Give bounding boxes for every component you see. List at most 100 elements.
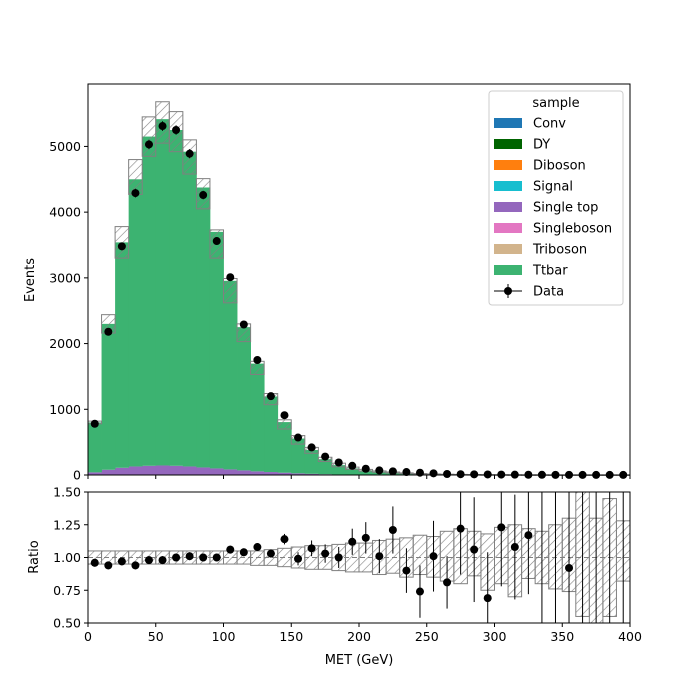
data-point-7 <box>185 149 194 158</box>
ratio-point-7 <box>185 552 194 561</box>
ratio-point-4 <box>144 556 153 565</box>
ratio-point-30 <box>497 523 506 532</box>
main-y-axis-label: Events <box>23 258 38 302</box>
data-point-2 <box>117 242 126 251</box>
ratio-point-0 <box>90 558 99 567</box>
x-tick-label: 300 <box>483 629 507 644</box>
ratio-y-ticks: 0.50 0.75 1.00 1.25 1.50 <box>53 485 88 631</box>
legend-swatch-conv <box>494 118 522 128</box>
bar-single-top-6 <box>169 465 184 475</box>
legend-swatch-single-top <box>494 202 522 212</box>
data-point-17 <box>321 452 330 461</box>
legend-swatch-ttbar <box>494 265 522 275</box>
ratio-point-13 <box>266 549 275 558</box>
y-tick-label: 2000 <box>49 336 81 351</box>
ratio-point-14 <box>280 535 289 544</box>
bar-single-top-14 <box>277 472 292 475</box>
legend-label-triboson: Triboson <box>532 243 587 258</box>
ratio-point-1 <box>104 561 113 570</box>
legend-marker-data-dot <box>504 287 512 295</box>
legend-label-ttbar: Ttbar <box>532 264 568 279</box>
main-x-ticks <box>87 475 631 479</box>
bar-single-top-5 <box>155 465 170 475</box>
legend-label-data: Data <box>533 285 564 300</box>
data-point-16 <box>307 443 316 452</box>
bar-ttbar-7 <box>182 151 197 467</box>
x-tick-label: 150 <box>279 629 303 644</box>
data-point-19 <box>348 461 357 470</box>
data-point-15 <box>294 433 303 442</box>
stacked-bars <box>88 119 577 475</box>
legend-swatch-dy <box>494 139 522 149</box>
bar-ttbar-10 <box>223 280 238 470</box>
ratio-point-32 <box>524 531 533 540</box>
data-points <box>90 121 628 479</box>
bar-ttbar-6 <box>169 130 184 466</box>
bar-ttbar-17 <box>318 459 333 475</box>
bar-ttbar-14 <box>277 422 292 473</box>
main-panel: 0 1000 2000 3000 4000 5000 Events sample Conv… <box>23 83 631 483</box>
ratio-point-9 <box>212 553 221 562</box>
ratio-y-tick-label: 0.50 <box>53 616 81 631</box>
bar-single-top-4 <box>142 465 157 475</box>
bar-ttbar-11 <box>237 327 251 471</box>
x-tick-label: 250 <box>415 629 439 644</box>
ratio-point-24 <box>415 587 424 596</box>
data-point-28 <box>470 470 479 479</box>
ratio-x-ticks: 0 50 100 150 200 250 300 350 400 <box>84 623 642 644</box>
data-point-0 <box>90 419 99 428</box>
data-point-21 <box>375 466 384 475</box>
data-point-25 <box>429 469 438 478</box>
legend-label-singleboson: Singleboson <box>533 222 612 237</box>
data-point-26 <box>443 470 452 479</box>
bar-single-top-1 <box>101 469 116 475</box>
ratio-point-5 <box>158 556 167 565</box>
bar-ttbar-3 <box>128 179 143 467</box>
data-point-12 <box>253 356 262 364</box>
legend-label-signal: Signal <box>533 180 573 195</box>
ratio-point-20 <box>361 533 370 542</box>
bar-ttbar-18 <box>331 465 346 475</box>
ratio-point-22 <box>388 525 397 534</box>
ratio-panel: 0.50 0.75 1.00 1.25 1.50 0 50 100 150 200 250 300 3… <box>27 485 642 669</box>
bar-ttbar-13 <box>264 396 279 473</box>
data-point-9 <box>212 237 221 246</box>
ratio-point-16 <box>307 544 316 553</box>
bar-ttbar-1 <box>101 323 116 470</box>
bar-single-top-9 <box>209 468 224 475</box>
ratio-point-27 <box>456 524 465 533</box>
legend-label-dy: DY <box>533 138 550 153</box>
legend-frame <box>488 90 624 306</box>
ratio-band-bin-12 <box>250 550 265 566</box>
ratio-y-axis-label: Ratio <box>27 540 42 573</box>
data-point-10 <box>226 273 235 282</box>
x-axis-label: MET (GeV) <box>325 653 394 668</box>
legend-swatch-signal <box>494 181 522 191</box>
ratio-point-25 <box>429 552 438 561</box>
legend-title: sample <box>532 96 579 111</box>
bar-single-top-0 <box>88 472 102 475</box>
data-point-13 <box>266 392 275 401</box>
uncertainty-bin-4 <box>141 116 157 157</box>
legend-swatch-diboson <box>494 160 522 170</box>
legend: sample Conv DY Diboson Signal Single top Sing… <box>488 90 624 306</box>
data-point-29 <box>483 470 492 479</box>
y-tick-label: 5000 <box>49 139 81 154</box>
data-point-23 <box>402 468 411 477</box>
bar-single-top-10 <box>223 469 238 475</box>
ratio-point-17 <box>321 549 330 558</box>
data-point-6 <box>172 126 181 134</box>
bar-single-top-16 <box>304 473 319 475</box>
bar-ttbar-12 <box>250 363 265 472</box>
bar-ttbar-19 <box>345 468 360 475</box>
data-point-3 <box>131 189 140 198</box>
ratio-point-2 <box>117 557 126 566</box>
legend-label-single-top: Single top <box>533 201 598 216</box>
bar-ttbar-9 <box>209 231 224 469</box>
bar-single-top-8 <box>196 467 211 475</box>
uncertainty-bin-14 <box>277 419 292 430</box>
ratio-point-18 <box>334 553 343 562</box>
ratio-point-19 <box>348 537 357 546</box>
bar-single-top-3 <box>128 466 143 475</box>
